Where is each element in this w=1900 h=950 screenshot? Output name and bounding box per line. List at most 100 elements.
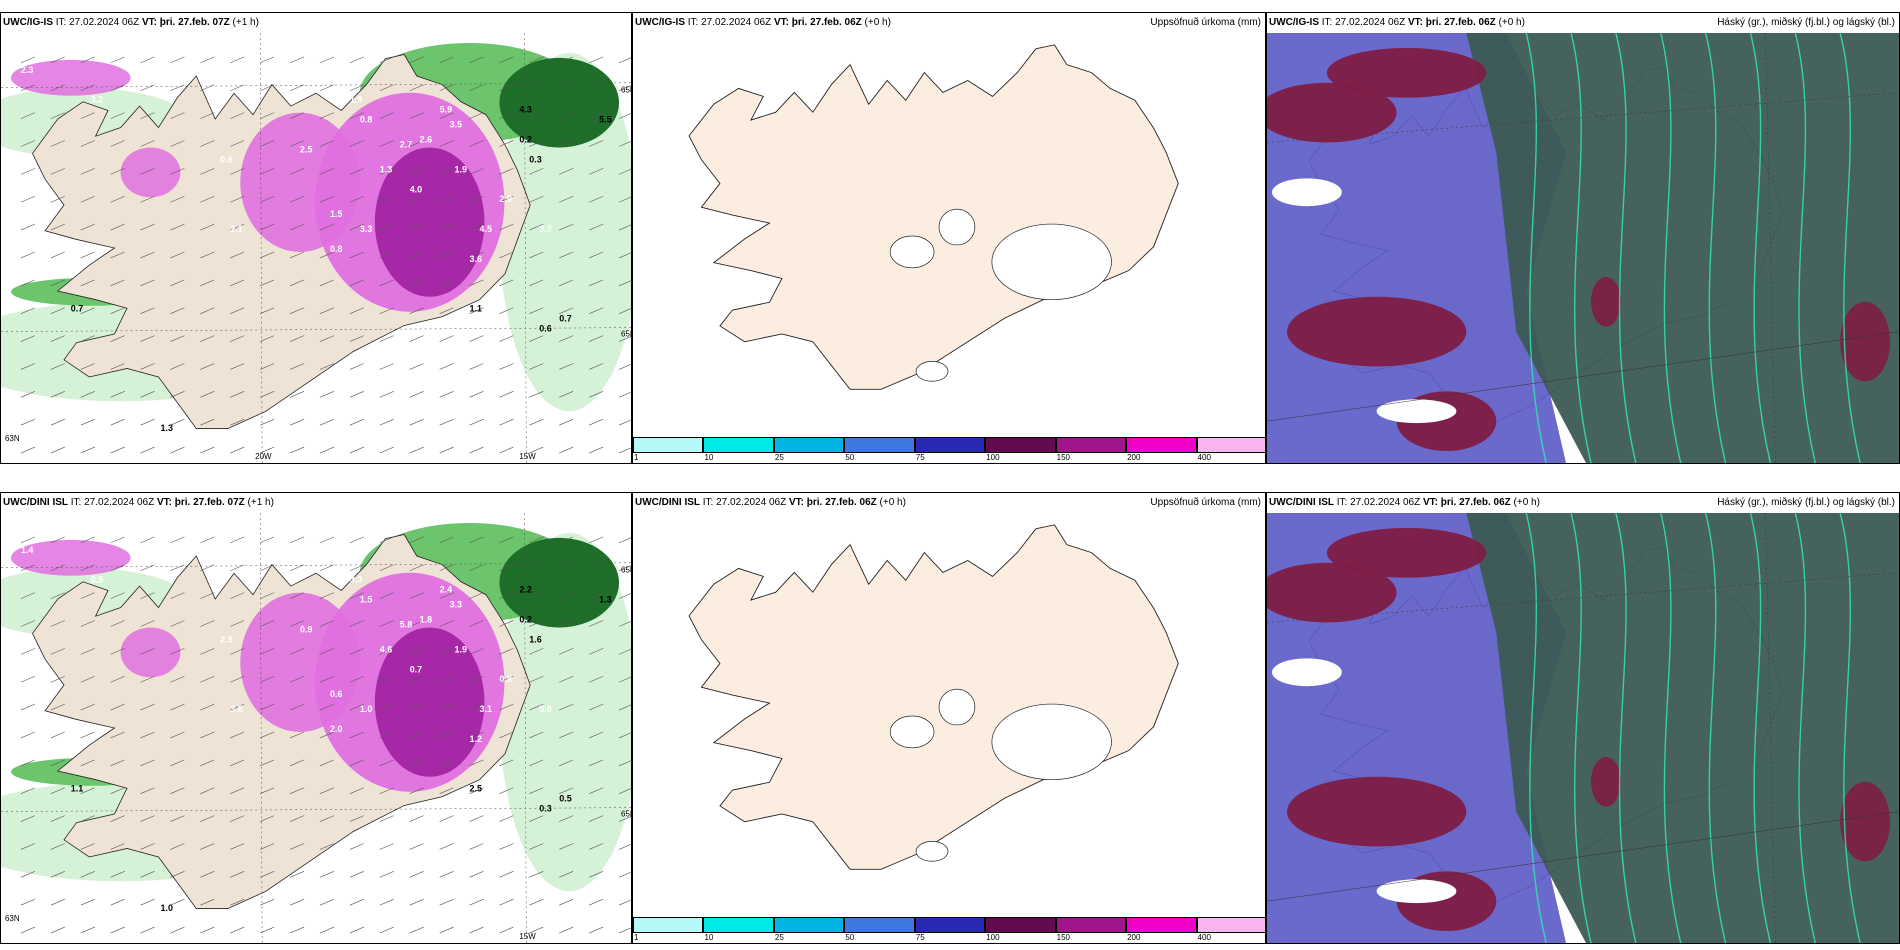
wind-barb <box>50 592 65 599</box>
wind-barb <box>20 815 36 822</box>
mid-cloud-area <box>1286 296 1467 367</box>
wind-barb <box>319 564 335 572</box>
wind-barb <box>469 564 484 572</box>
model-name: UWC/IG-IS <box>3 17 53 28</box>
wind-barb <box>439 620 454 627</box>
cloud-edge-contour <box>1615 513 1637 943</box>
wind-barb <box>230 898 245 906</box>
wind-barb <box>499 815 514 822</box>
precip-map-svg: 2.3 3.2 5.9 1.8 2.6 1.3 0.6 0.8 4.5 2.7 3.5 1.9 4.0 2… <box>1 33 631 463</box>
wind-barb <box>230 418 245 426</box>
wind-barb <box>140 731 155 739</box>
wind-barb <box>379 731 394 739</box>
wind-barb <box>529 112 544 119</box>
wind-barb <box>499 648 514 655</box>
wind-barb <box>50 703 65 711</box>
precip-value-label: 4.0 <box>410 184 422 194</box>
wind-barb <box>289 787 305 794</box>
panel-header: UWC/IG-IS IT: 27.02.2024 06Z VT: þri. 27… <box>633 13 1265 33</box>
precip-value-label: 0.6 <box>330 689 342 699</box>
colorbar-swatch <box>914 917 986 933</box>
wind-barb <box>230 815 245 822</box>
wind-barb <box>319 787 335 794</box>
wind-barb <box>499 703 514 711</box>
wind-barb <box>230 536 245 544</box>
precip-value-label: 1.5 <box>330 209 342 219</box>
panel-header: UWC/DINI ISL IT: 27.02.2024 06Z VT: þri.… <box>1267 493 1899 513</box>
wind-barb <box>469 648 484 655</box>
wind-barb <box>20 446 36 454</box>
wind-barb <box>170 363 185 370</box>
colorbar-tick-label: 400 <box>1197 933 1211 942</box>
wind-barb <box>589 536 604 544</box>
wind-barb <box>140 307 155 314</box>
precip-value-label: 1.3 <box>160 423 172 433</box>
wind-barb <box>319 168 335 175</box>
wind-barb <box>349 592 364 599</box>
wind-barb <box>529 335 544 342</box>
parallel-line <box>1 327 631 332</box>
cloud-edge-contour <box>1570 33 1592 463</box>
wind-barb <box>618 308 631 314</box>
wind-barb <box>559 168 574 175</box>
wind-barb <box>20 168 36 175</box>
wind-barb <box>379 84 394 92</box>
wind-barb <box>559 620 574 627</box>
glacier-langjokull <box>889 715 935 749</box>
precip-value-label: 1.5 <box>360 595 372 605</box>
wind-barb <box>20 898 36 906</box>
wind-barb <box>50 898 65 906</box>
wind-barb <box>50 446 65 454</box>
wind-barb <box>289 926 305 934</box>
wind-barb <box>589 307 604 314</box>
wind-barb <box>200 731 215 739</box>
wind-barb <box>260 898 275 906</box>
wind-barb <box>50 251 65 259</box>
wind-barb <box>618 57 631 64</box>
wind-barb <box>50 335 65 342</box>
accum-precip-panel-row1: UWC/IG-IS IT: 27.02.2024 06Z VT: þri. 27… <box>632 12 1266 464</box>
valid-time: VT: þri. 27.feb. 07Z <box>156 497 245 508</box>
wind-barb <box>618 843 631 850</box>
accum-precip-panel-row2: UWC/DINI ISL IT: 27.02.2024 06Z VT: þri.… <box>632 492 1266 944</box>
precip-value-label: 1.9 <box>455 644 467 654</box>
wind-barb <box>50 843 65 850</box>
wind-barb <box>529 675 544 683</box>
wind-barb <box>469 787 484 794</box>
glacier-hofsjokull <box>938 208 976 246</box>
wind-barb <box>50 731 65 739</box>
wind-barb <box>170 759 185 767</box>
wind-barb <box>469 843 484 850</box>
wind-barb <box>349 446 364 454</box>
wind-barb <box>170 564 185 572</box>
cloud-edge-contour <box>1615 33 1637 463</box>
precip-value-label: 0.3 <box>539 804 551 814</box>
wind-barb <box>50 363 65 370</box>
wind-barb <box>140 251 155 259</box>
wind-barb <box>80 195 95 203</box>
clear-patch <box>1271 658 1342 687</box>
wind-barb <box>110 731 125 739</box>
axis-label: 15W <box>519 932 536 941</box>
wind-barb <box>529 620 544 627</box>
wind-barb <box>20 418 36 426</box>
precip-map: 1.4 0.5 2.4 3.3 1.8 4.6 2.9 2.0 3.1 5.8 3.3 1.9 0.7 0… <box>1 513 631 943</box>
wind-barb <box>319 223 335 231</box>
wind-barb <box>499 675 514 683</box>
panel-title: Uppsöfnuð úrkoma (mm) <box>1150 17 1261 28</box>
wind-barb <box>260 168 275 175</box>
wind-barb <box>349 898 364 906</box>
model-name: UWC/DINI ISL <box>3 497 68 508</box>
mid-cloud-area <box>1840 781 1891 862</box>
wind-barb <box>559 391 574 398</box>
wind-barb <box>319 592 335 599</box>
wind-barb <box>409 703 424 711</box>
colorbar-swatch <box>633 437 704 453</box>
wind-barb <box>80 703 95 711</box>
wind-barb <box>559 703 574 711</box>
wind-barb <box>499 871 514 878</box>
wind-barb <box>409 391 424 398</box>
cloud-map-svg <box>1267 33 1899 463</box>
wind-barb <box>289 335 305 342</box>
precip-map: 2.3 3.2 5.9 1.8 2.6 1.3 0.6 0.8 4.5 2.7 3.5 1.9 4.0 2… <box>1 33 631 463</box>
